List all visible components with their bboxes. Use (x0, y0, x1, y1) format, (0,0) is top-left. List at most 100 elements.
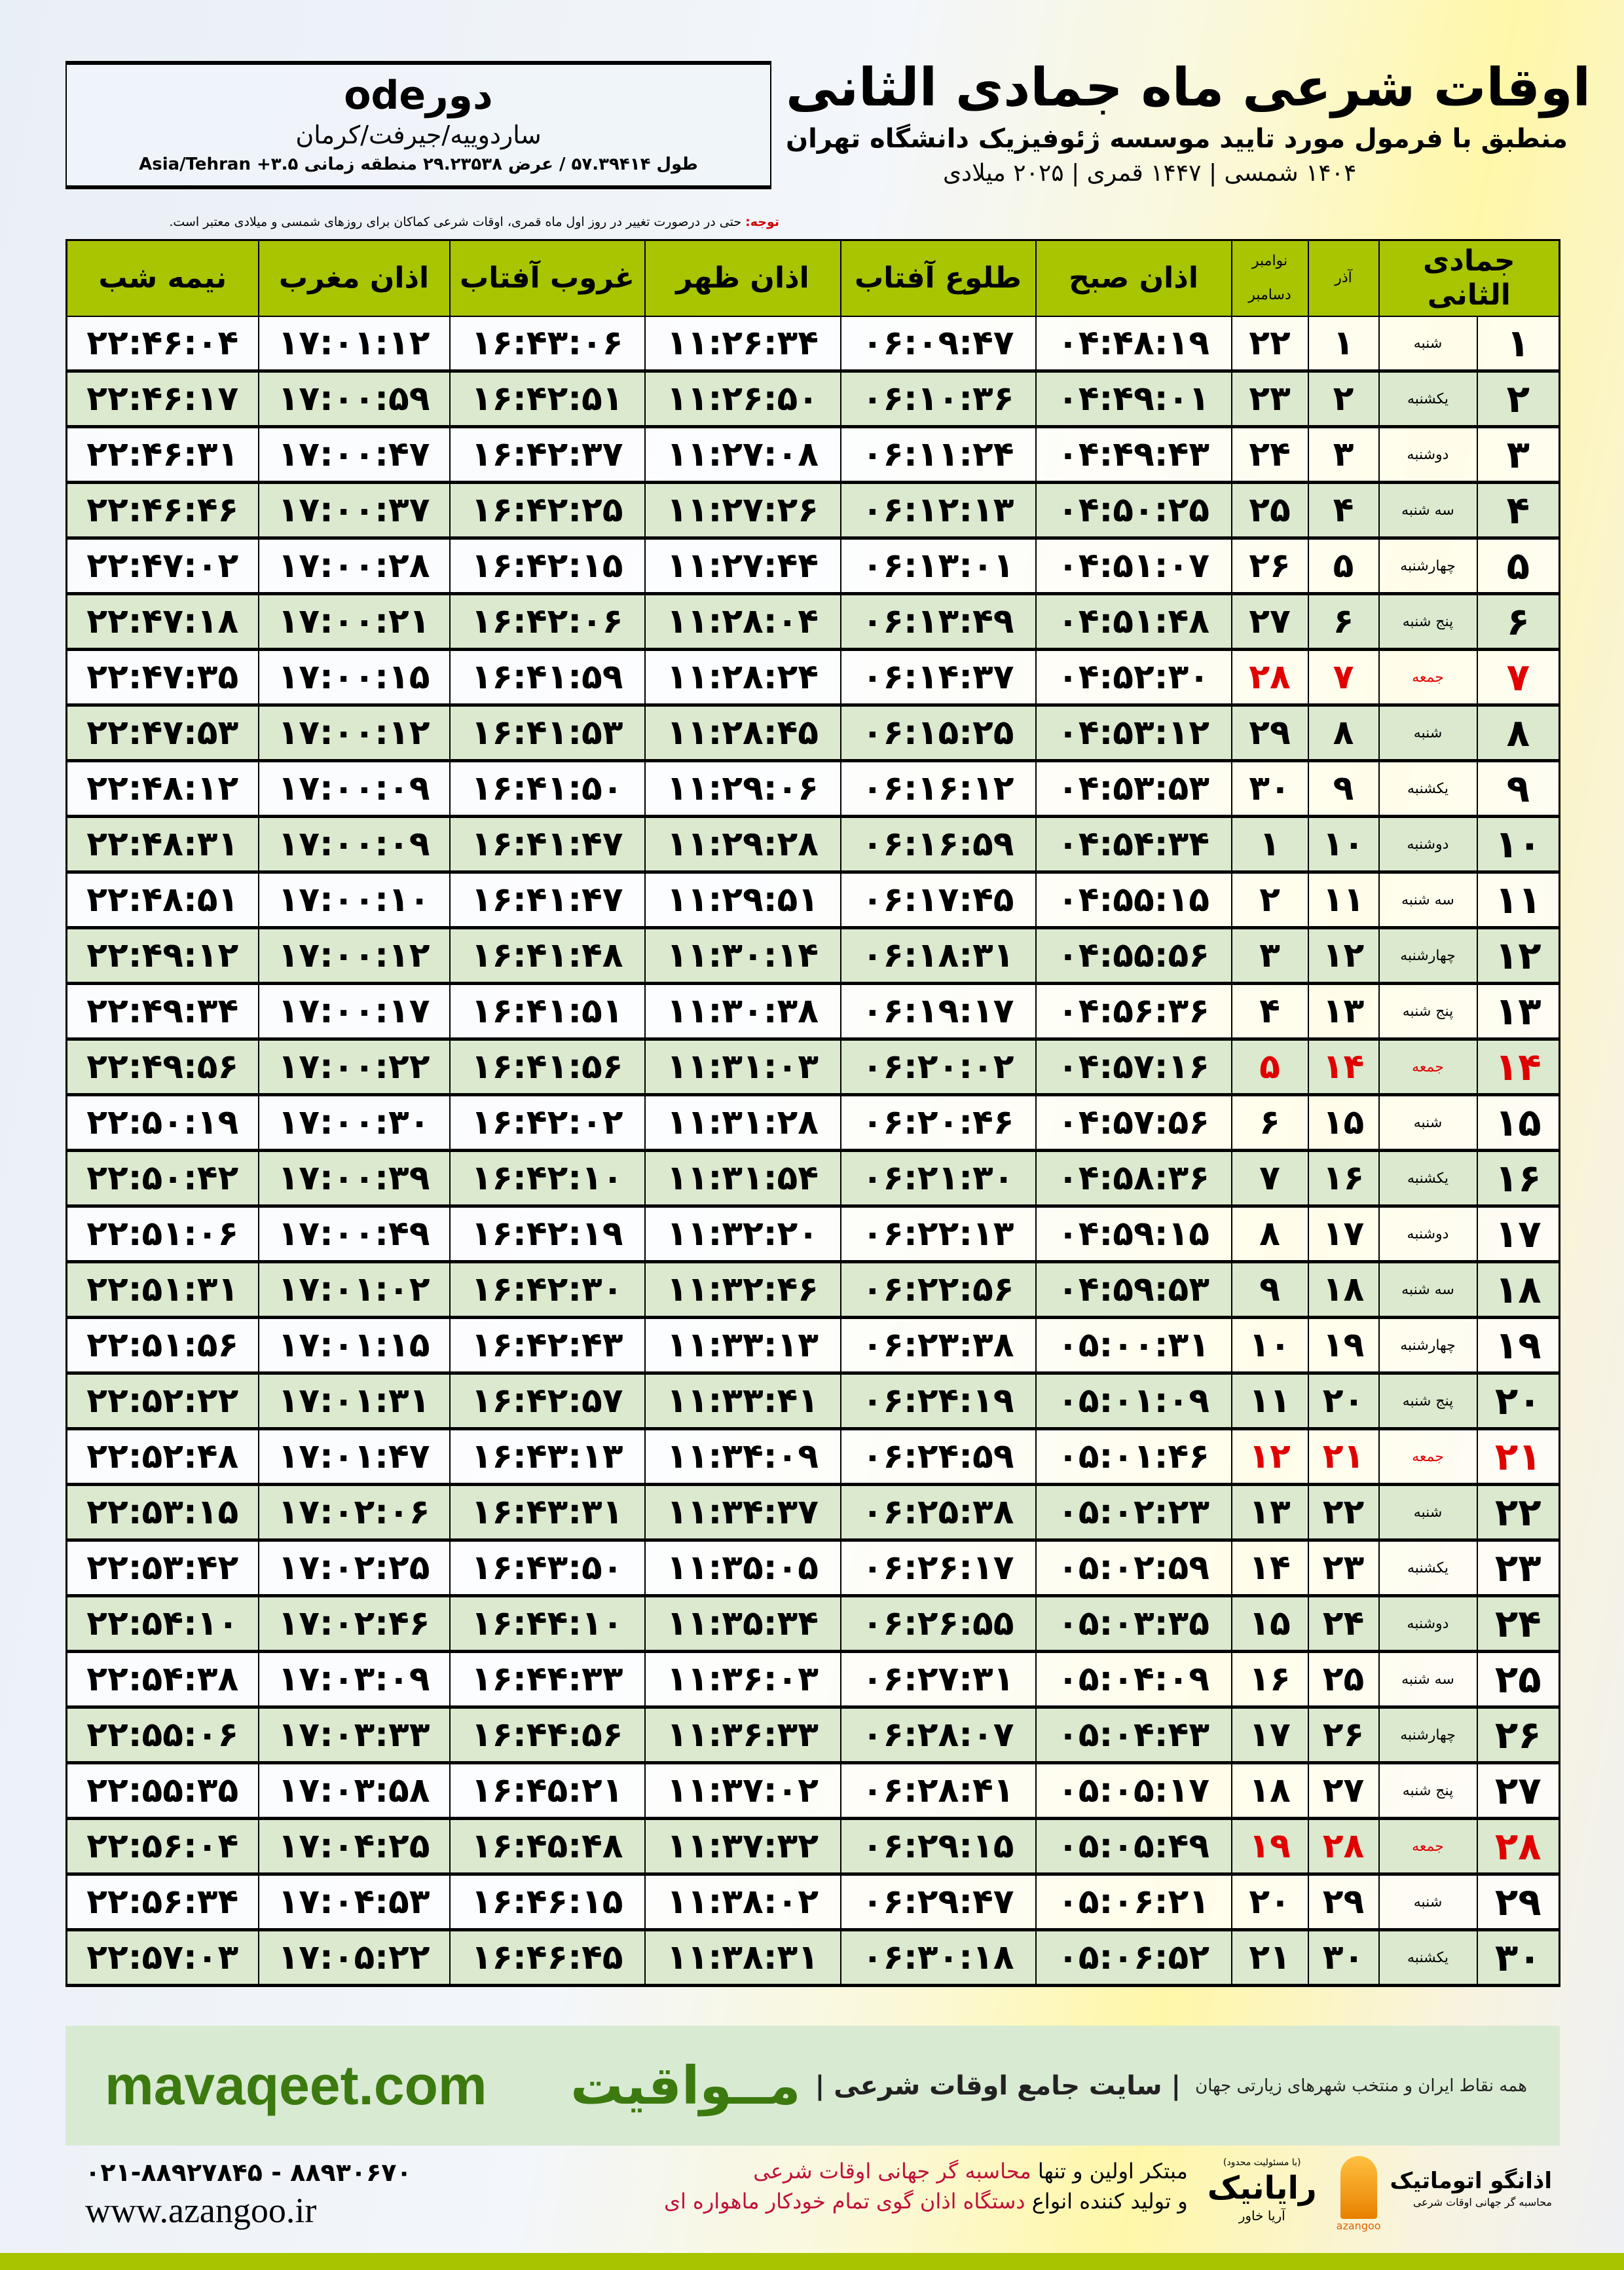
cell-maghrib: ۱۷:۰۰:۰۹ (257, 815, 451, 874)
banner-site[interactable]: mavaqeet.com (105, 2055, 487, 2116)
cell-azar-day: ۲۰ (1307, 1372, 1380, 1430)
cell-dhuhr: ۱۱:۲۸:۰۴ (644, 593, 841, 651)
cell-azar-day: ۱۱ (1307, 871, 1380, 929)
cell-hijri-day: ۱۴ (1476, 1038, 1560, 1096)
cell-sunrise: ۰۶:۱۲:۱۳ (840, 481, 1037, 540)
cell-midnight: ۲۲:۴۹:۳۴ (65, 982, 259, 1041)
cell-weekday: جمعه (1378, 1817, 1478, 1876)
table-row: ۲۴ دوشنبه ۲۴ ۱۵ ۰۵:۰۳:۳۵ ۰۶:۲۶:۵۵ ۱۱:۳۵:۳۴ ۱۶:۴… (65, 1595, 1560, 1653)
cell-fajr: ۰۵:۰۵:۴۹ (1035, 1817, 1232, 1876)
table-row: ۷ جمعه ۷ ۲۸ ۰۴:۵۲:۳۰ ۰۶:۱۴:۳۷ ۱۱:۲۸:۲۴ ۱۶:۴۱:۵۹… (65, 648, 1560, 707)
cell-fajr: ۰۴:۵۵:۵۶ (1035, 927, 1232, 985)
cell-sunrise: ۰۶:۲۵:۳۸ (840, 1483, 1037, 1542)
cell-hijri-day: ۸ (1476, 704, 1560, 762)
cell-sunrise: ۰۶:۱۶:۵۹ (840, 815, 1037, 874)
cell-maghrib: ۱۷:۰۱:۴۷ (257, 1428, 451, 1486)
cell-sunrise: ۰۶:۱۵:۲۵ (840, 704, 1037, 762)
cell-fajr: ۰۴:۵۷:۱۶ (1035, 1038, 1232, 1096)
cell-dhuhr: ۱۱:۲۶:۳۴ (644, 316, 841, 373)
pitch-2a: و تولید کننده انواع (1025, 2189, 1188, 2214)
cell-dhuhr: ۱۱:۳۸:۰۲ (644, 1873, 841, 1931)
cell-maghrib: ۱۷:۰۰:۲۸ (257, 537, 451, 595)
table-row: ۱۶ یکشنبه ۱۶ ۷ ۰۴:۵۸:۳۶ ۰۶:۲۱:۳۰ ۱۱:۳۱:۵۴ ۱۶:۴۲… (65, 1149, 1560, 1208)
cell-hijri-day: ۳ (1476, 426, 1560, 484)
cell-azar-day: ۱۰ (1307, 815, 1380, 874)
cell-midnight: ۲۲:۴۹:۱۲ (65, 927, 259, 985)
cell-azar-day: ۲۶ (1307, 1706, 1380, 1764)
mavaqeet-banner: mavaqeet.com مــواقیت | سایت جامع اوقات … (65, 2026, 1560, 2146)
cell-midnight: ۲۲:۵۱:۰۶ (65, 1205, 259, 1263)
banner-slogan-sub: همه نقاط ایران و منتخب شهرهای زیارتی جها… (1195, 2075, 1527, 2096)
cell-midnight: ۲۲:۴۹:۵۶ (65, 1038, 259, 1096)
cell-fajr: ۰۴:۵۰:۲۵ (1035, 481, 1232, 540)
cell-azar-day: ۹ (1307, 760, 1380, 818)
cell-sunset: ۱۶:۴۳:۰۶ (449, 316, 646, 373)
table-row: ۱۱ سه شنبه ۱۱ ۲ ۰۴:۵۵:۱۵ ۰۶:۱۷:۴۵ ۱۱:۲۹:۵۱ ۱۶:۴… (65, 871, 1560, 929)
cell-gregorian-day: ۱۴ (1230, 1539, 1309, 1597)
cell-maghrib: ۱۷:۰۲:۰۶ (257, 1483, 451, 1542)
cell-maghrib: ۱۷:۰۱:۱۲ (257, 316, 451, 373)
cell-weekday: پنج شنبه (1378, 1762, 1478, 1820)
cell-weekday: جمعه (1378, 1428, 1478, 1486)
cell-azar-day: ۲۳ (1307, 1539, 1380, 1597)
cell-weekday: سه شنبه (1378, 481, 1478, 540)
cell-sunset: ۱۶:۴۲:۱۰ (449, 1149, 646, 1208)
cell-maghrib: ۱۷:۰۰:۲۲ (257, 1038, 451, 1096)
cell-weekday: شنبه (1378, 1873, 1478, 1931)
note: توجه: حتی در درصورت تغییر در روز اول ماه… (169, 214, 779, 231)
table-row: ۵ چهارشنبه ۵ ۲۶ ۰۴:۵۱:۰۷ ۰۶:۱۳:۰۱ ۱۱:۲۷:۴۴ ۱۶:۴… (65, 537, 1560, 595)
cell-maghrib: ۱۷:۰۰:۳۹ (257, 1149, 451, 1208)
cell-gregorian-day: ۲۶ (1230, 537, 1309, 595)
cell-azar-day: ۱۹ (1307, 1316, 1380, 1375)
cell-azar-day: ۱۷ (1307, 1205, 1380, 1263)
footer-website[interactable]: www.azangoo.ir (85, 2191, 317, 2230)
cell-dhuhr: ۱۱:۳۲:۴۶ (644, 1261, 841, 1319)
cell-gregorian-day: ۱۰ (1230, 1316, 1309, 1375)
cell-maghrib: ۱۷:۰۳:۵۸ (257, 1762, 451, 1820)
cell-weekday: سه شنبه (1378, 1261, 1478, 1319)
cell-sunrise: ۰۶:۱۸:۳۱ (840, 927, 1037, 985)
table-row: ۹ یکشنبه ۹ ۳۰ ۰۴:۵۳:۵۳ ۰۶:۱۶:۱۲ ۱۱:۲۹:۰۶ ۱۶:۴۱:… (65, 760, 1560, 818)
cell-fajr: ۰۵:۰۲:۲۳ (1035, 1483, 1232, 1542)
cell-sunrise: ۰۶:۲۱:۳۰ (840, 1149, 1037, 1208)
cell-sunrise: ۰۶:۲۸:۴۱ (840, 1762, 1037, 1820)
cell-azar-day: ۲۱ (1307, 1428, 1380, 1486)
cell-midnight: ۲۲:۴۶:۴۶ (65, 481, 259, 540)
cell-hijri-day: ۶ (1476, 593, 1560, 651)
cell-fajr: ۰۵:۰۶:۲۱ (1035, 1873, 1232, 1931)
cell-fajr: ۰۴:۴۹:۴۳ (1035, 426, 1232, 484)
cell-hijri-day: ۱۶ (1476, 1149, 1560, 1208)
cell-sunrise: ۰۶:۲۰:۰۲ (840, 1038, 1037, 1096)
cell-fajr: ۰۵:۰۴:۴۳ (1035, 1706, 1232, 1764)
cell-midnight: ۲۲:۴۶:۱۷ (65, 370, 259, 428)
table-row: ۲۹ شنبه ۲۹ ۲۰ ۰۵:۰۶:۲۱ ۰۶:۲۹:۴۷ ۱۱:۳۸:۰۲ ۱۶:۴۶:… (65, 1873, 1560, 1931)
cell-sunset: ۱۶:۴۱:۵۳ (449, 704, 646, 762)
cell-sunset: ۱۶:۴۲:۰۶ (449, 593, 646, 651)
cell-weekday: شنبه (1378, 704, 1478, 762)
cell-fajr: ۰۵:۰۰:۳۱ (1035, 1316, 1232, 1375)
cell-fajr: ۰۴:۵۲:۳۰ (1035, 648, 1232, 707)
table-row: ۱۷ دوشنبه ۱۷ ۸ ۰۴:۵۹:۱۵ ۰۶:۲۲:۱۳ ۱۱:۳۲:۲۰ ۱۶:۴۲… (65, 1205, 1560, 1263)
cell-gregorian-day: ۲۳ (1230, 370, 1309, 428)
pitch-1a: مبتکر اولین و تنها (1031, 2159, 1188, 2184)
cell-midnight: ۲۲:۴۸:۵۱ (65, 871, 259, 929)
cell-maghrib: ۱۷:۰۰:۱۲ (257, 704, 451, 762)
calendar-years: ۱۴۰۴ شمسی | ۱۴۴۷ قمری | ۲۰۲۵ میلادی (943, 160, 1357, 187)
table-row: ۱ شنبه ۱ ۲۲ ۰۴:۴۸:۱۹ ۰۶:۰۹:۴۷ ۱۱:۲۶:۳۴ ۱۶:۴۳:۰۶… (65, 316, 1560, 373)
note-text: حتی در درصورت تغییر در روز اول ماه قمری،… (169, 215, 746, 229)
cell-weekday: چهارشنبه (1378, 1316, 1478, 1375)
cell-fajr: ۰۴:۴۸:۱۹ (1035, 316, 1232, 373)
cell-midnight: ۲۲:۴۸:۳۱ (65, 815, 259, 874)
cell-fajr: ۰۵:۰۳:۳۵ (1035, 1595, 1232, 1653)
cell-sunrise: ۰۶:۱۱:۲۴ (840, 426, 1037, 484)
cell-midnight: ۲۲:۵۲:۴۸ (65, 1428, 259, 1486)
cell-dhuhr: ۱۱:۳۱:۰۳ (644, 1038, 841, 1096)
cell-sunset: ۱۶:۴۵:۴۸ (449, 1817, 646, 1876)
cell-hijri-day: ۲۴ (1476, 1595, 1560, 1653)
cell-hijri-day: ۱۰ (1476, 815, 1560, 874)
cell-fajr: ۰۴:۵۴:۳۴ (1035, 815, 1232, 874)
rayanik-logo: (با مسئولیت محدود) رایانیک آریا خاور (1208, 2156, 1317, 2224)
cell-fajr: ۰۵:۰۴:۰۹ (1035, 1650, 1232, 1709)
cell-fajr: ۰۴:۴۹:۰۱ (1035, 370, 1232, 428)
cell-midnight: ۲۲:۵۴:۱۰ (65, 1595, 259, 1653)
